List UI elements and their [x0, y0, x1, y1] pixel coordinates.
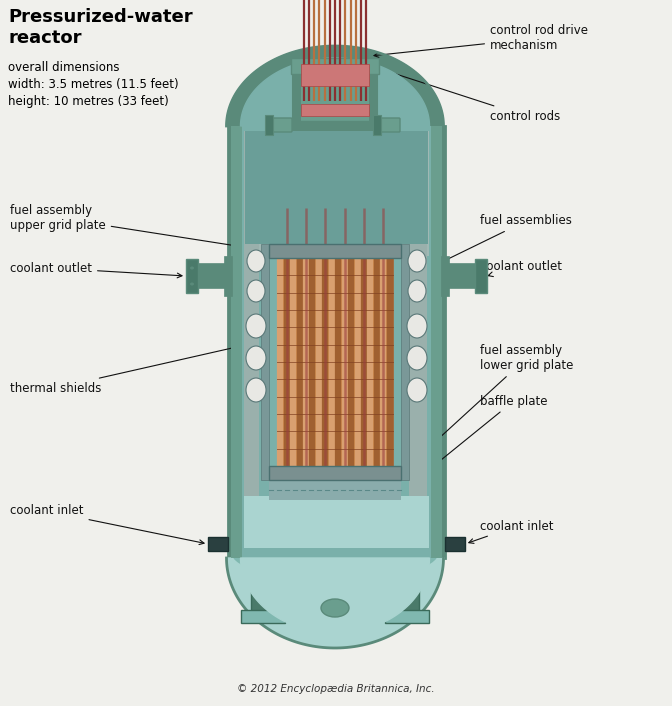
Bar: [431, 126, 442, 558]
Ellipse shape: [247, 250, 265, 272]
Text: control rods: control rods: [375, 66, 560, 123]
Bar: [208, 537, 228, 551]
Bar: [186, 259, 198, 293]
Ellipse shape: [231, 525, 439, 580]
Ellipse shape: [190, 266, 194, 270]
Bar: [242, 126, 431, 558]
Text: control rod drive
mechanism: control rod drive mechanism: [374, 24, 588, 57]
Bar: [289, 121, 381, 139]
Bar: [441, 256, 449, 296]
Ellipse shape: [247, 280, 265, 302]
Ellipse shape: [246, 378, 266, 402]
FancyBboxPatch shape: [270, 118, 292, 132]
Text: thermal shields: thermal shields: [10, 343, 248, 395]
Bar: [445, 537, 465, 551]
Bar: [269, 466, 401, 480]
Bar: [244, 131, 259, 496]
Text: coolant inlet: coolant inlet: [469, 520, 554, 544]
Polygon shape: [226, 46, 444, 126]
Bar: [277, 258, 393, 466]
Text: baffle plate: baffle plate: [407, 395, 548, 487]
Bar: [445, 264, 477, 288]
Ellipse shape: [407, 378, 427, 402]
Bar: [373, 115, 381, 135]
Text: © 2012 Encyclopædia Britannica, Inc.: © 2012 Encyclopædia Britannica, Inc.: [237, 684, 435, 694]
Text: fuel assemblies: fuel assemblies: [413, 215, 572, 276]
Ellipse shape: [246, 314, 266, 338]
Text: coolant outlet: coolant outlet: [480, 260, 562, 277]
Bar: [385, 610, 429, 623]
Bar: [475, 259, 487, 293]
Text: overall dimensions
width: 3.5 metres (11.5 feet)
height: 10 metres (33 feet): overall dimensions width: 3.5 metres (11…: [8, 61, 179, 108]
Ellipse shape: [246, 346, 266, 370]
Text: coolant outlet: coolant outlet: [10, 261, 182, 278]
Bar: [301, 64, 369, 86]
Bar: [269, 480, 401, 500]
Bar: [224, 256, 232, 296]
Ellipse shape: [407, 314, 427, 338]
Ellipse shape: [321, 599, 349, 617]
FancyBboxPatch shape: [228, 126, 445, 558]
Text: coolant inlet: coolant inlet: [10, 505, 204, 544]
Ellipse shape: [190, 282, 194, 285]
Bar: [196, 264, 228, 288]
Bar: [261, 244, 269, 480]
Polygon shape: [241, 58, 429, 126]
Polygon shape: [241, 558, 429, 633]
Bar: [231, 126, 242, 558]
Bar: [251, 558, 275, 613]
Text: fuel assembly
lower grid plate: fuel assembly lower grid plate: [404, 344, 573, 470]
Bar: [241, 610, 285, 623]
Bar: [244, 496, 429, 548]
Polygon shape: [226, 558, 445, 648]
Bar: [409, 131, 427, 496]
Bar: [269, 244, 401, 258]
Bar: [301, 66, 369, 121]
Bar: [401, 244, 409, 480]
Ellipse shape: [408, 280, 426, 302]
Text: Pressurized-water
reactor: Pressurized-water reactor: [8, 8, 193, 47]
Bar: [293, 61, 377, 126]
Bar: [301, 104, 369, 116]
Bar: [395, 558, 419, 613]
FancyBboxPatch shape: [378, 118, 400, 132]
Ellipse shape: [407, 346, 427, 370]
Bar: [244, 131, 429, 256]
Bar: [245, 131, 428, 244]
Bar: [291, 58, 379, 74]
Bar: [265, 115, 273, 135]
Ellipse shape: [408, 250, 426, 272]
Text: fuel assembly
upper grid plate: fuel assembly upper grid plate: [10, 204, 265, 252]
